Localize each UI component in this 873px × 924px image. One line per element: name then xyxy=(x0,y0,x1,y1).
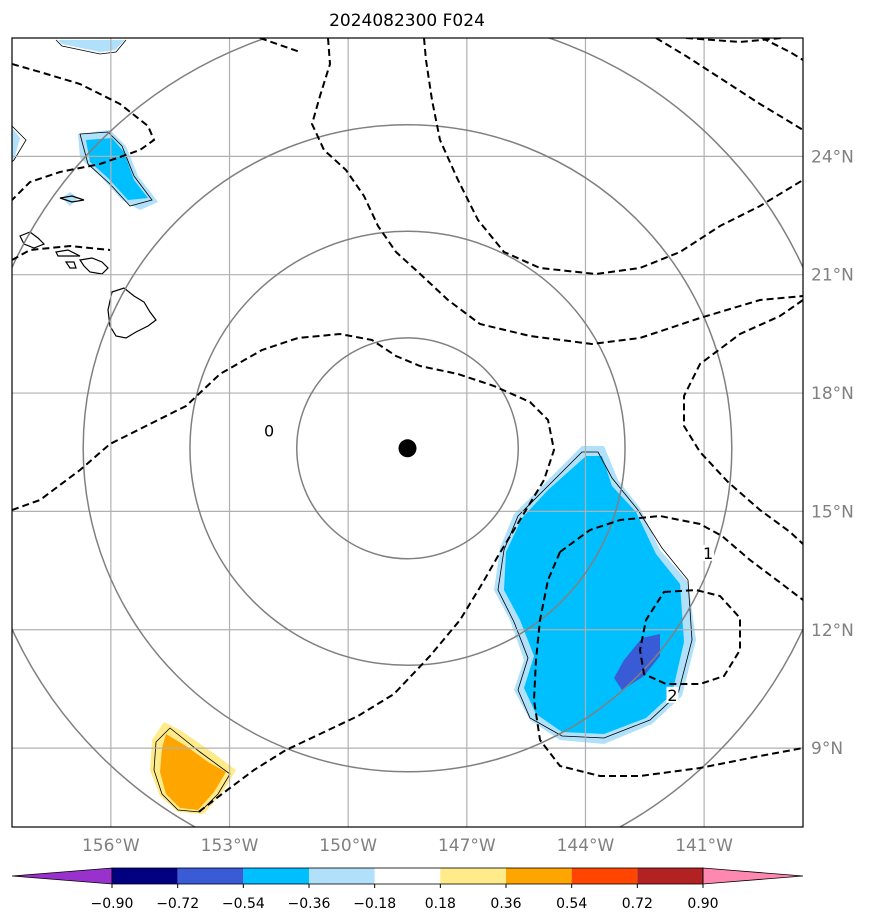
fill-patch-sw-core xyxy=(160,734,226,810)
lon-tick-label-3: 147°W xyxy=(438,836,496,856)
contour-0 xyxy=(12,332,556,815)
contour-11 xyxy=(532,551,803,777)
colorbar-extend-low xyxy=(11,867,113,885)
colorbar-extend-high xyxy=(702,867,804,885)
contour-labels: 0 1 2 xyxy=(263,422,715,705)
lon-tick-label-1: 153°W xyxy=(201,836,259,856)
colorbar-frame xyxy=(111,867,704,885)
lat-tick-label-1: 12°N xyxy=(811,621,854,641)
colorbar-tick-label-1: −0.72 xyxy=(156,896,199,912)
colorbar: −0.90 −0.72 −0.54 −0.36 −0.18 0.18 0.36 0.54 0.7… xyxy=(11,867,804,912)
range-rings xyxy=(12,38,803,827)
contour-label-0: 0 xyxy=(264,422,274,441)
contour-4 xyxy=(310,38,803,346)
colorbar-swatch-2 xyxy=(177,868,244,884)
fill-patch-se-dark xyxy=(614,634,660,690)
colorbar-swatch-1 xyxy=(112,868,178,884)
island-maui xyxy=(78,257,109,275)
colorbar-tick-label-9: 0.90 xyxy=(687,896,718,912)
lat-tick-label-4: 21°N xyxy=(811,266,854,286)
fill-outlines xyxy=(12,39,693,813)
colorbar-tick-label-7: 0.54 xyxy=(556,896,587,912)
colorbar-swatch-6 xyxy=(440,868,506,884)
colorbar-tick-label-0: −0.90 xyxy=(91,896,134,912)
colorbar-swatch-8 xyxy=(571,868,638,884)
colorbar-swatch-4 xyxy=(309,868,375,884)
colorbar-tick-label-3: −0.36 xyxy=(288,896,331,912)
lat-tick-label-2: 15°N xyxy=(811,502,854,522)
range-ring-0 xyxy=(296,337,519,560)
contour-label-2: 2 xyxy=(667,686,677,705)
colorbar-swatch-5 xyxy=(374,868,441,884)
lon-tick-label-2: 150°W xyxy=(319,836,377,856)
map-panel: 0 1 2 xyxy=(12,38,803,827)
colorbar-tick-label-5: 0.18 xyxy=(425,896,456,912)
fill-patch-tiny xyxy=(62,192,78,206)
island-lanai xyxy=(64,261,77,269)
colorbar-tick-label-6: 0.36 xyxy=(490,896,521,912)
contour-7 xyxy=(685,38,783,44)
contour-6 xyxy=(655,38,803,131)
contour-2 xyxy=(12,244,111,261)
island-big xyxy=(107,287,157,339)
longitude-labels: 156°W 153°W 150°W 147°W 144°W 141°W xyxy=(82,836,733,856)
range-ring-1 xyxy=(189,230,626,667)
lon-tick-label-0: 156°W xyxy=(82,836,140,856)
island-molokai xyxy=(55,249,81,257)
contour-label-bg-0 xyxy=(263,422,276,439)
lat-tick-label-5: 24°N xyxy=(811,147,854,167)
contour-3 xyxy=(259,38,301,53)
contour-label-bg-2 xyxy=(666,686,679,703)
colorbar-tick-label-8: 0.72 xyxy=(622,896,653,912)
contour-1 xyxy=(12,63,156,201)
colorbar-swatch-9 xyxy=(637,868,703,884)
contour-9 xyxy=(683,299,803,545)
colorbar-swatch-7 xyxy=(506,868,572,884)
fill-patch-top xyxy=(58,40,125,52)
chart-title: 2024082300 F024 xyxy=(329,11,485,31)
map-frame xyxy=(11,37,804,828)
lat-tick-label-3: 18°N xyxy=(811,384,854,404)
colorbar-tick-label-2: −0.54 xyxy=(222,896,265,912)
island-kauai-sliver xyxy=(59,195,85,203)
storm-center-marker xyxy=(398,439,417,458)
contour-label-bg-1 xyxy=(702,544,715,561)
range-ring-2 xyxy=(82,124,733,773)
colorbar-tick-label-4: −0.18 xyxy=(353,896,396,912)
grid-lines xyxy=(12,38,803,827)
lon-tick-label-5: 141°W xyxy=(675,836,733,856)
fill-patch-upperleft-core xyxy=(86,138,148,200)
lon-tick-label-4: 144°W xyxy=(557,836,615,856)
contour-5 xyxy=(423,38,803,276)
contour-lines xyxy=(12,38,803,815)
colorbar-swatch-3 xyxy=(243,868,309,884)
latitude-labels: 9°N 12°N 15°N 18°N 21°N 24°N xyxy=(811,147,854,759)
contour-10 xyxy=(559,514,803,601)
filled-areas xyxy=(12,40,696,814)
contour-label-1: 1 xyxy=(703,544,713,563)
lat-tick-label-0: 9°N xyxy=(811,739,843,759)
fill-patch-left-edge xyxy=(12,128,20,162)
